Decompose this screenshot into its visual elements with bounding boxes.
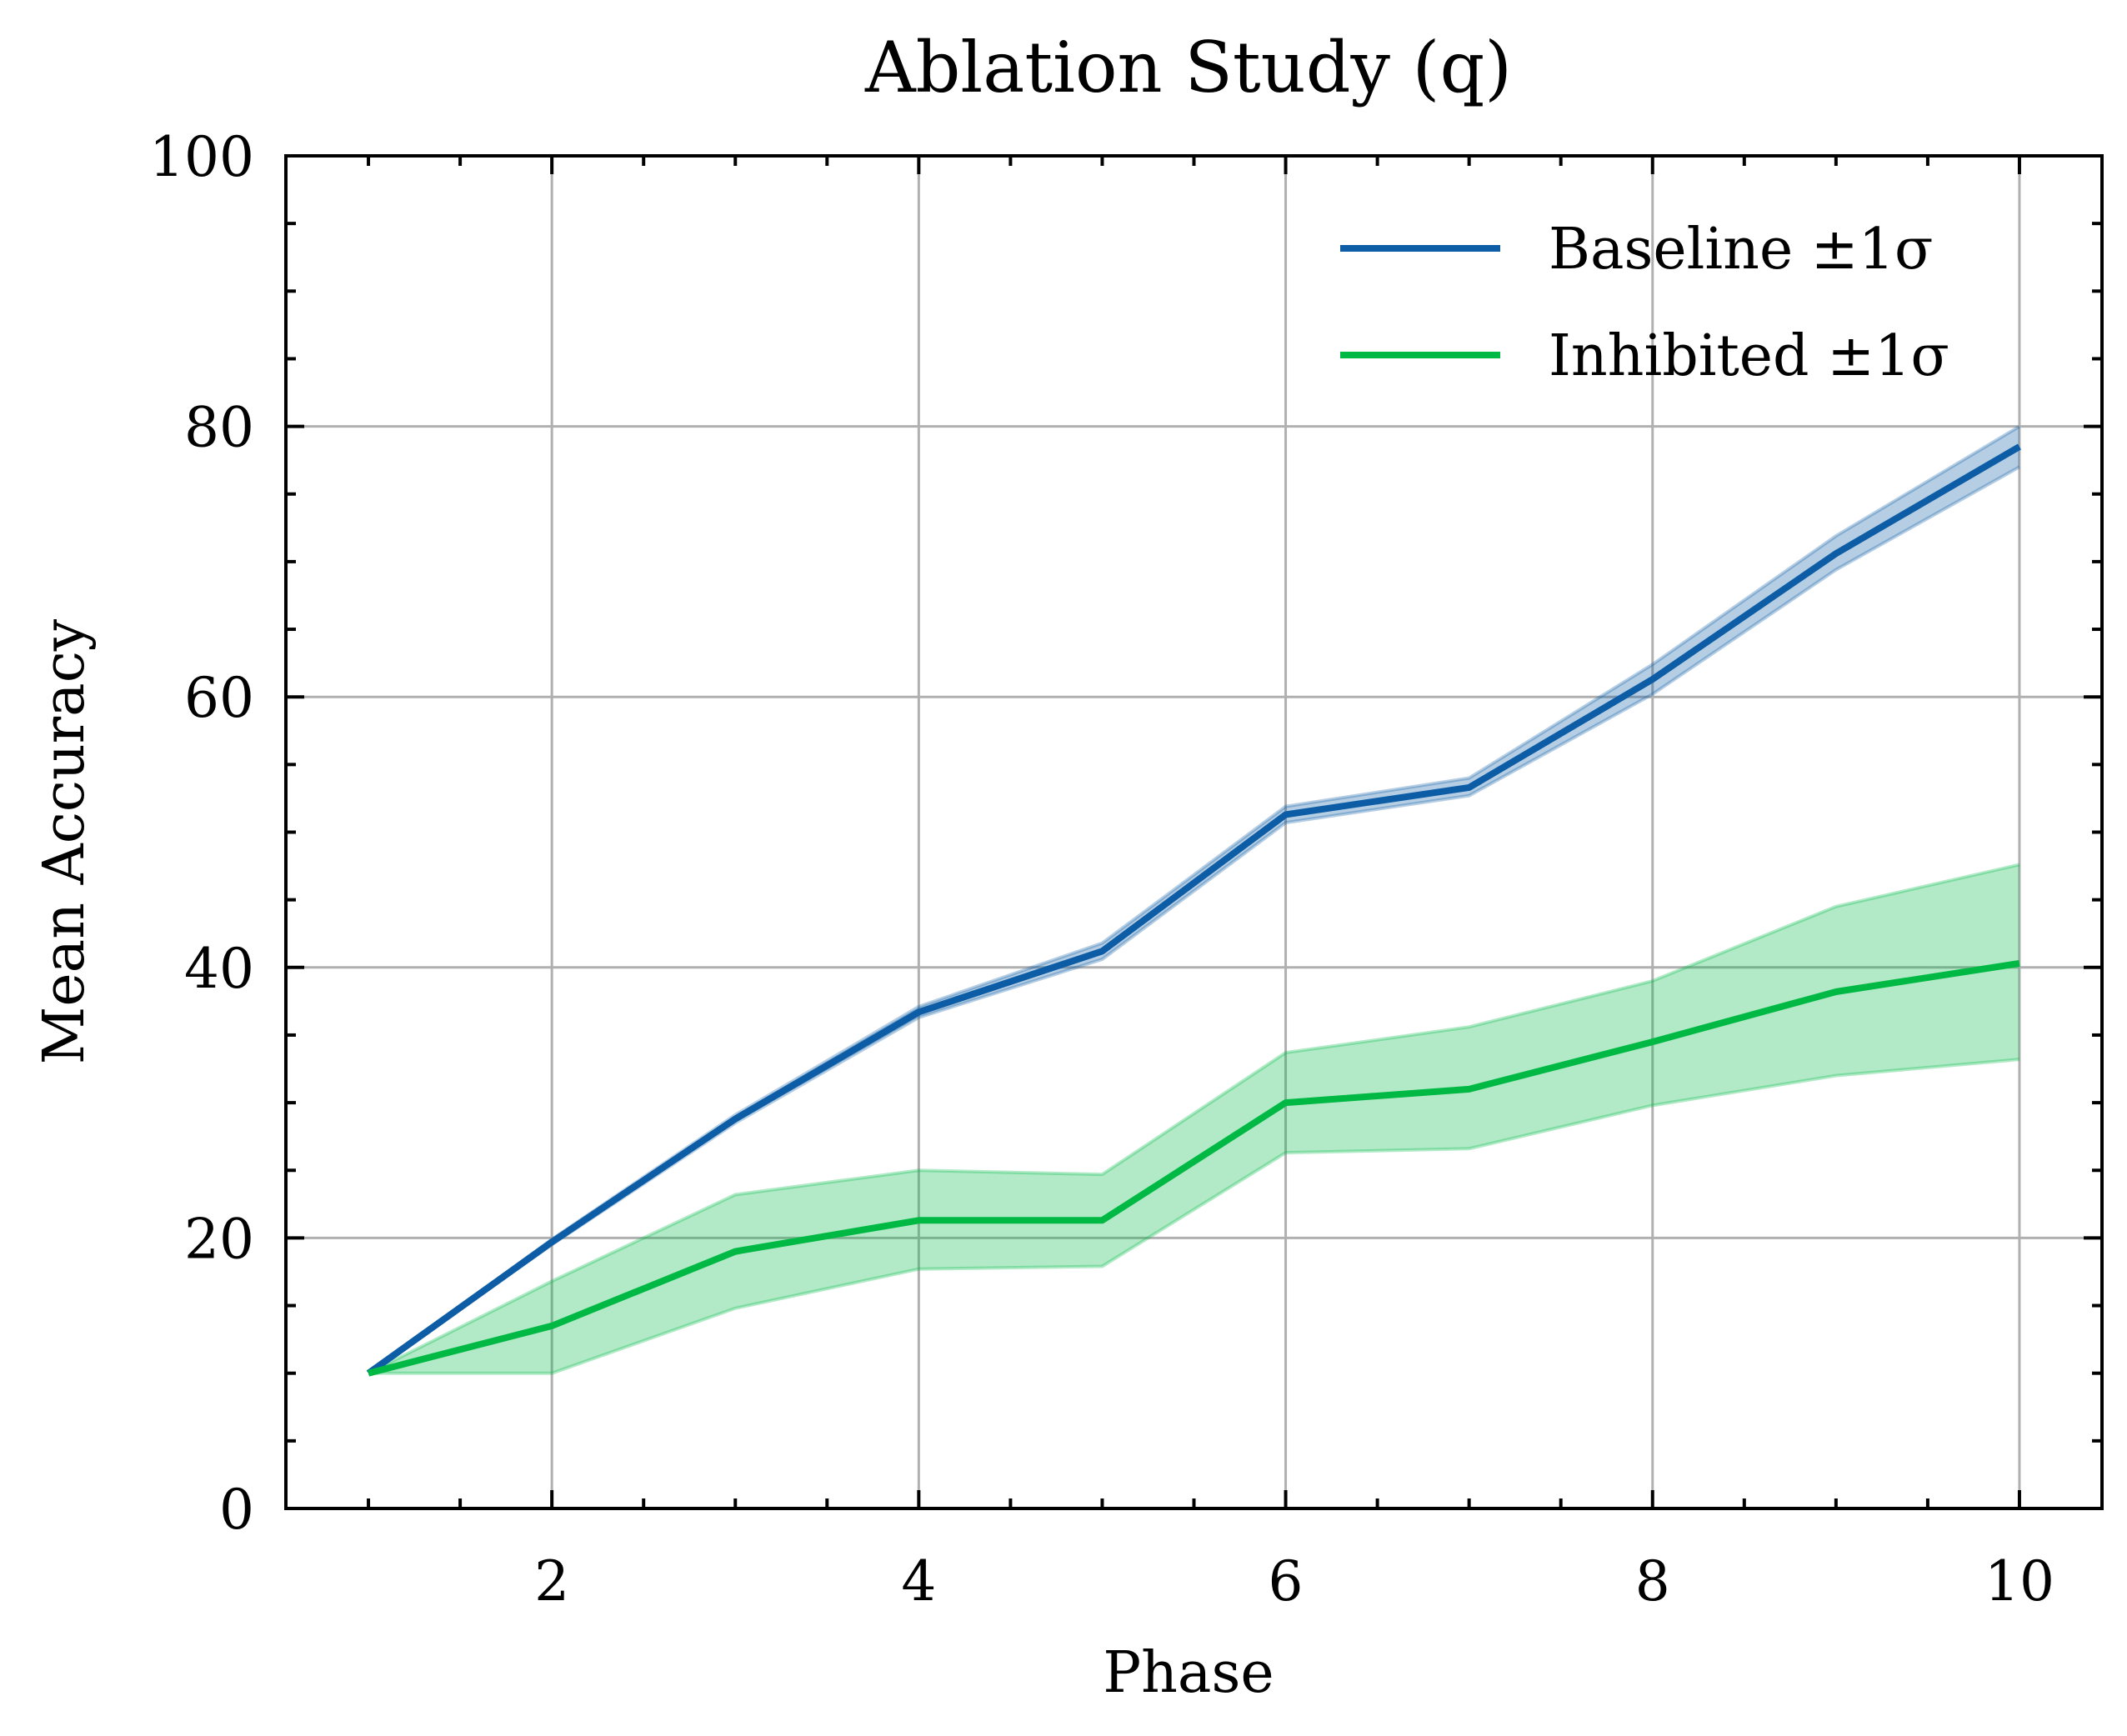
x-tick-label: 4 <box>901 1549 936 1613</box>
x-axis-label: Phase <box>1103 1640 1274 1706</box>
legend-label-baseline: Baseline ±1σ <box>1549 217 1933 283</box>
y-tick-label: 60 <box>184 666 254 730</box>
y-tick-labels: 0 20 40 60 80 100 <box>149 125 254 1542</box>
band-lower-edge-inhibited <box>368 1058 2020 1375</box>
band-baseline <box>368 426 2019 1373</box>
chart-title: Ablation Study (q) <box>864 27 1512 108</box>
x-tick-label: 6 <box>1269 1549 1304 1613</box>
y-tick-label: 0 <box>219 1478 254 1542</box>
axis-ticks <box>286 154 2102 1510</box>
x-tick-labels: 2 4 6 8 10 <box>534 1549 2054 1613</box>
confidence-bands <box>367 424 2020 1375</box>
band-upper-edge-baseline <box>367 424 2020 1375</box>
y-axis-label: Mean Accuracy <box>32 618 98 1064</box>
y-tick-label: 40 <box>184 937 254 1001</box>
y-tick-label: 100 <box>149 125 254 189</box>
series-lines <box>366 443 2021 1377</box>
legend-label-inhibited: Inhibited ±1σ <box>1549 323 1949 389</box>
x-tick-label: 10 <box>1984 1549 2054 1613</box>
y-tick-label: 80 <box>184 396 254 460</box>
legend: Baseline ±1σ Inhibited ±1σ <box>1340 217 1949 389</box>
x-tick-label: 8 <box>1635 1549 1670 1613</box>
x-tick-label: 2 <box>534 1549 569 1613</box>
line-inhibited <box>368 959 2020 1377</box>
band-upper-edge-inhibited <box>368 863 2020 1375</box>
line-baseline <box>366 443 2021 1376</box>
y-tick-label: 20 <box>184 1207 254 1271</box>
